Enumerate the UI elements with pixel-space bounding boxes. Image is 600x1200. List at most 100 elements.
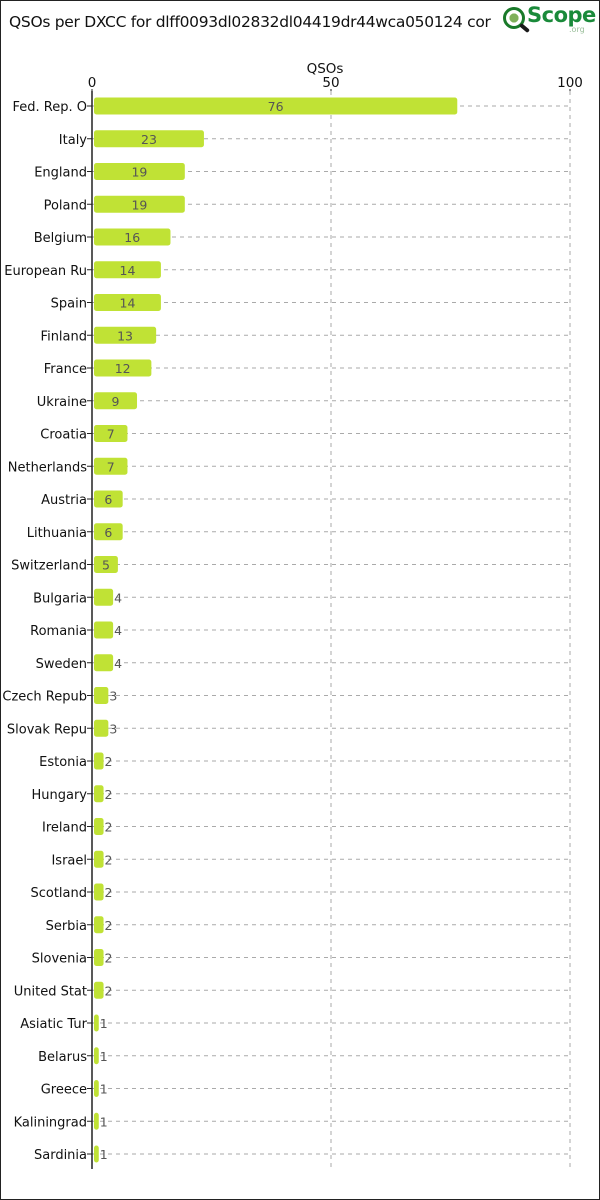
bar-value-label: 6 bbox=[104, 492, 112, 507]
bar[interactable] bbox=[94, 981, 104, 999]
bar-value-label: 2 bbox=[105, 820, 113, 835]
bar[interactable] bbox=[94, 818, 104, 835]
category-label: Estonia bbox=[39, 755, 87, 770]
bar-value-label: 1 bbox=[100, 1147, 108, 1162]
bar[interactable] bbox=[94, 850, 104, 868]
bar[interactable] bbox=[94, 556, 118, 573]
category-label: England bbox=[34, 166, 87, 181]
category-label: Austria bbox=[41, 493, 87, 508]
category-label: Croatia bbox=[40, 428, 87, 443]
bar[interactable] bbox=[94, 294, 161, 311]
category-label: Kaliningrad bbox=[14, 1115, 87, 1130]
category-label: Netherlands bbox=[8, 460, 87, 475]
bar-value-label: 23 bbox=[141, 132, 157, 147]
bar[interactable] bbox=[94, 163, 185, 180]
bar[interactable] bbox=[94, 1080, 99, 1097]
bar[interactable] bbox=[94, 588, 114, 606]
bar[interactable] bbox=[94, 949, 104, 966]
x-tick-label: 0 bbox=[88, 75, 97, 91]
category-label: Belgium bbox=[34, 231, 87, 246]
bar[interactable] bbox=[94, 1145, 99, 1163]
bar[interactable] bbox=[94, 261, 161, 279]
category-label: Poland bbox=[44, 198, 87, 213]
category-label: Spain bbox=[51, 297, 87, 312]
bar[interactable] bbox=[94, 490, 123, 508]
bar[interactable] bbox=[94, 195, 185, 213]
bar-value-label: 2 bbox=[105, 754, 113, 769]
bar[interactable] bbox=[94, 359, 152, 377]
category-label: France bbox=[44, 362, 87, 377]
category-label: United Stat bbox=[14, 984, 87, 999]
bar-value-label: 4 bbox=[114, 656, 122, 671]
bar-value-label: 1 bbox=[100, 1114, 108, 1129]
bar[interactable] bbox=[94, 752, 104, 770]
bar-value-label: 1 bbox=[100, 1016, 108, 1031]
x-tick-label: 50 bbox=[322, 75, 339, 91]
bar[interactable] bbox=[94, 326, 157, 344]
bar[interactable] bbox=[94, 687, 109, 704]
x-tick-label: 100 bbox=[557, 75, 583, 91]
bar[interactable] bbox=[94, 457, 128, 475]
category-label: Greece bbox=[41, 1083, 87, 1098]
bar-value-label: 76 bbox=[268, 99, 284, 114]
bar[interactable] bbox=[94, 425, 128, 442]
category-label: Serbia bbox=[46, 919, 87, 934]
bar[interactable] bbox=[94, 1014, 99, 1032]
bar-value-label: 7 bbox=[107, 427, 115, 442]
category-label: Romania bbox=[30, 624, 87, 639]
bar-value-label: 13 bbox=[117, 328, 133, 343]
bar-value-label: 5 bbox=[102, 558, 110, 573]
bar[interactable] bbox=[94, 392, 138, 410]
category-label: Lithuania bbox=[27, 526, 87, 541]
category-label: Sardinia bbox=[34, 1148, 87, 1163]
bar[interactable] bbox=[94, 621, 114, 639]
bar-value-label: 7 bbox=[107, 459, 115, 474]
bar[interactable] bbox=[94, 883, 104, 901]
x-axis-label: QSOs bbox=[307, 61, 344, 77]
bar[interactable] bbox=[94, 97, 458, 115]
bar-value-label: 19 bbox=[131, 197, 147, 212]
category-label: Hungary bbox=[31, 788, 87, 803]
bar[interactable] bbox=[94, 785, 104, 803]
bar-value-label: 2 bbox=[105, 885, 113, 900]
category-label: Slovak Repu bbox=[7, 722, 87, 737]
logo-suffix: .org bbox=[569, 25, 585, 34]
bar-value-label: 19 bbox=[131, 165, 147, 180]
bar-value-label: 1 bbox=[100, 1082, 108, 1097]
category-label: Ukraine bbox=[37, 395, 87, 410]
bar-value-label: 2 bbox=[105, 852, 113, 867]
bar-value-label: 3 bbox=[109, 721, 117, 736]
bar[interactable] bbox=[94, 523, 123, 541]
category-label: Scotland bbox=[30, 886, 87, 901]
bar[interactable] bbox=[94, 228, 171, 246]
bar[interactable] bbox=[94, 1047, 99, 1065]
category-label: Asiatic Tur bbox=[20, 1017, 87, 1032]
bar-value-label: 16 bbox=[124, 230, 140, 245]
bar[interactable] bbox=[94, 1112, 99, 1130]
bar[interactable] bbox=[94, 654, 114, 672]
bar-value-label: 14 bbox=[120, 263, 136, 278]
bar[interactable] bbox=[94, 130, 204, 148]
bar-value-label: 12 bbox=[115, 361, 131, 376]
category-label: Belarus bbox=[38, 1050, 87, 1065]
bar-value-label: 6 bbox=[104, 525, 112, 540]
bar-value-label: 4 bbox=[114, 623, 122, 638]
category-label: European Ru bbox=[4, 264, 87, 279]
category-label: Sweden bbox=[36, 657, 87, 672]
category-label: Italy bbox=[59, 133, 88, 148]
bar-value-label: 4 bbox=[114, 590, 122, 605]
bar-value-label: 2 bbox=[105, 983, 113, 998]
chart-title: QSOs per DXCC for dlff0093dl02832dl04419… bbox=[9, 13, 491, 31]
category-label: Bulgaria bbox=[33, 591, 87, 606]
bar-value-label: 2 bbox=[105, 918, 113, 933]
bar-value-label: 3 bbox=[109, 689, 117, 704]
category-label: Slovenia bbox=[32, 952, 87, 967]
qscope-logo[interactable]: Scope .org bbox=[501, 3, 596, 38]
bar[interactable] bbox=[94, 719, 109, 737]
bar-value-label: 2 bbox=[105, 787, 113, 802]
bar[interactable] bbox=[94, 916, 104, 934]
category-label: Czech Repub bbox=[2, 690, 87, 705]
bar-value-label: 14 bbox=[120, 296, 136, 311]
